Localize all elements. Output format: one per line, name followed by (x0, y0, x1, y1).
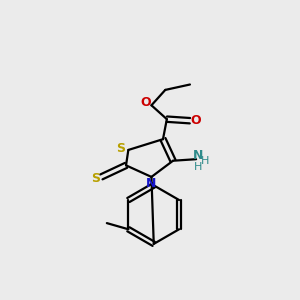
Text: H: H (201, 156, 209, 166)
Text: S: S (92, 172, 100, 185)
Text: N: N (193, 149, 204, 162)
Text: H: H (194, 162, 202, 172)
Text: S: S (116, 142, 125, 155)
Text: O: O (140, 97, 151, 110)
Text: N: N (146, 177, 157, 190)
Text: O: O (191, 114, 201, 127)
